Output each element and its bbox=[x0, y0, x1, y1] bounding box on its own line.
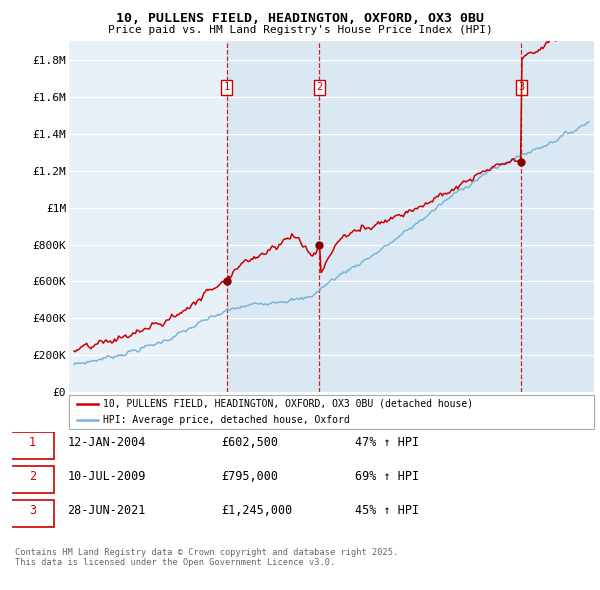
Text: 28-JUN-2021: 28-JUN-2021 bbox=[67, 504, 146, 517]
Text: £795,000: £795,000 bbox=[221, 470, 278, 483]
Text: 69% ↑ HPI: 69% ↑ HPI bbox=[355, 470, 419, 483]
Bar bbox=[227, 41, 594, 392]
FancyBboxPatch shape bbox=[11, 432, 55, 459]
Text: HPI: Average price, detached house, Oxford: HPI: Average price, detached house, Oxfo… bbox=[103, 415, 350, 425]
Text: 45% ↑ HPI: 45% ↑ HPI bbox=[355, 504, 419, 517]
Text: 47% ↑ HPI: 47% ↑ HPI bbox=[355, 436, 419, 449]
Text: 12-JAN-2004: 12-JAN-2004 bbox=[67, 436, 146, 449]
Text: 2: 2 bbox=[29, 470, 36, 483]
Text: 3: 3 bbox=[29, 504, 36, 517]
Text: £1,245,000: £1,245,000 bbox=[221, 504, 293, 517]
Text: 10, PULLENS FIELD, HEADINGTON, OXFORD, OX3 0BU: 10, PULLENS FIELD, HEADINGTON, OXFORD, O… bbox=[116, 12, 484, 25]
Text: 10, PULLENS FIELD, HEADINGTON, OXFORD, OX3 0BU (detached house): 10, PULLENS FIELD, HEADINGTON, OXFORD, O… bbox=[103, 399, 473, 409]
Text: 3: 3 bbox=[518, 83, 524, 93]
Text: Price paid vs. HM Land Registry's House Price Index (HPI): Price paid vs. HM Land Registry's House … bbox=[107, 25, 493, 35]
FancyBboxPatch shape bbox=[11, 500, 55, 527]
Text: Contains HM Land Registry data © Crown copyright and database right 2025.
This d: Contains HM Land Registry data © Crown c… bbox=[15, 548, 398, 567]
Text: £602,500: £602,500 bbox=[221, 436, 278, 449]
Text: 1: 1 bbox=[29, 436, 36, 449]
Text: 2: 2 bbox=[316, 83, 322, 93]
FancyBboxPatch shape bbox=[69, 395, 594, 429]
FancyBboxPatch shape bbox=[11, 466, 55, 493]
Text: 10-JUL-2009: 10-JUL-2009 bbox=[67, 470, 146, 483]
Text: 1: 1 bbox=[224, 83, 230, 93]
